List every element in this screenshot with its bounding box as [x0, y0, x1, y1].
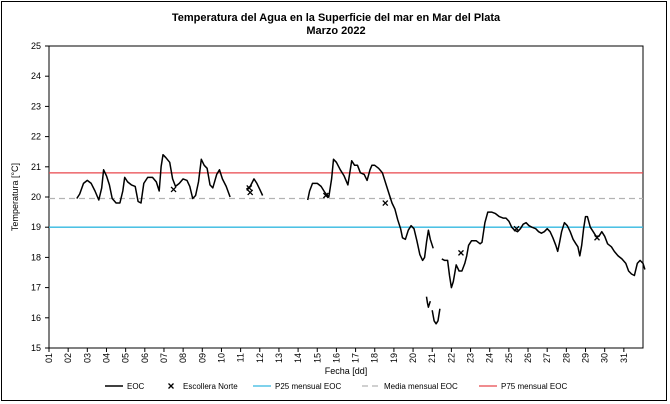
legend-label-3: Media mensual EOC: [384, 382, 458, 391]
y-tick-label: 18: [31, 252, 41, 262]
x-tick-label: 27: [542, 353, 552, 363]
x-axis-label: Fecha [dd]: [325, 366, 368, 376]
x-tick-label: 12: [255, 353, 265, 363]
legend-label-1: Escollera Norte: [183, 382, 238, 391]
x-tick-label: 17: [351, 353, 361, 363]
x-tick-label: 26: [523, 353, 533, 363]
x-tick-label: 19: [389, 353, 399, 363]
y-tick-label: 17: [31, 283, 41, 293]
legend: EOC Escollera Norte P25 mensual EOC Media m…: [105, 382, 567, 391]
x-tick-label: 10: [216, 353, 226, 363]
x-tick-label: 15: [312, 353, 322, 363]
x-tick-label: 01: [44, 353, 54, 363]
x-tick-label: 13: [274, 353, 284, 363]
legend-label-4: P75 mensual EOC: [501, 382, 567, 391]
plot-border: [48, 45, 644, 349]
x-tick-label: 29: [581, 353, 591, 363]
y-tick-label: 20: [31, 192, 41, 202]
x-tick-label: 08: [178, 353, 188, 363]
x-tick-label: 20: [408, 353, 418, 363]
legend-label-2: P25 mensual EOC: [275, 382, 341, 391]
x-tick-label: 23: [466, 353, 476, 363]
eoc-line-segment: [425, 296, 432, 308]
chart-subtitle: Marzo 2022: [306, 25, 365, 37]
legend-marker-1: [168, 383, 174, 389]
x-tick-label: 04: [101, 353, 111, 363]
x-tick-label: 28: [561, 353, 571, 363]
x-tick-label: 07: [159, 353, 169, 363]
eoc-line-segment: [441, 211, 646, 289]
eoc-line-segment: [306, 158, 434, 262]
x-tick-label: 21: [427, 353, 437, 363]
x-tick-label: 02: [63, 353, 73, 363]
x-tick-label: 09: [197, 353, 207, 363]
x-tick-label: 14: [293, 353, 303, 363]
escollera-point: [458, 249, 464, 256]
x-tick-label: 11: [236, 353, 246, 362]
plot-area: 15 16 17 18 19 20 21 22 23 24 25 01 02 03 04 05 06 07 08 09…: [31, 41, 646, 363]
escollera-point: [170, 186, 177, 193]
x-tick-label: 18: [370, 353, 380, 363]
escollera-point: [513, 225, 520, 232]
y-tick-label: 16: [31, 313, 41, 323]
x-tick-label: 22: [446, 353, 456, 363]
y-tick-label: 24: [31, 71, 41, 81]
x-tick-label: 03: [82, 353, 92, 363]
x-tick-label: 16: [331, 353, 341, 363]
x-tick-label: 06: [140, 353, 150, 363]
x-tick-label: 31: [619, 353, 629, 363]
escollera-point: [322, 192, 329, 199]
x-tick-label: 30: [600, 353, 610, 363]
y-tick-label: 15: [31, 343, 41, 353]
eoc-line-segment: [431, 308, 441, 325]
escollera-point: [247, 189, 254, 196]
eoc-line-segment: [76, 153, 231, 204]
escollera-point: [246, 184, 253, 191]
chart-title: Temperatura del Agua en la Superficie de…: [172, 12, 501, 24]
legend-label-0: EOC: [127, 382, 145, 391]
escollera-point: [594, 234, 600, 241]
y-axis-label: Temperatura [°C]: [10, 163, 20, 231]
y-tick-label: 25: [31, 41, 41, 51]
escollera-point: [382, 200, 389, 206]
y-tick-label: 19: [31, 222, 41, 232]
y-tick-label: 21: [31, 162, 41, 172]
x-tick-label: 24: [485, 353, 495, 363]
x-tick-label: 25: [504, 353, 514, 363]
x-tick-label: 05: [121, 353, 131, 363]
y-tick-label: 22: [31, 132, 41, 142]
y-tick-label: 23: [31, 101, 41, 111]
